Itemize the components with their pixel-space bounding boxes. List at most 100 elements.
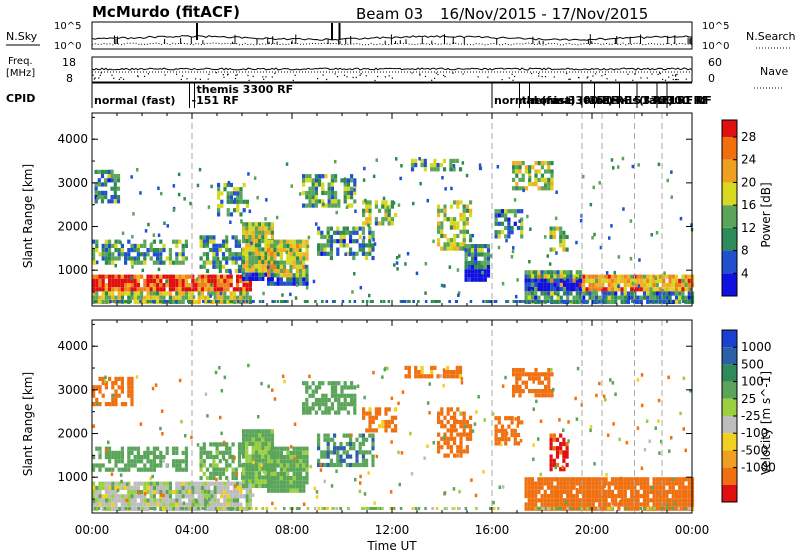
power-echo-cell bbox=[254, 234, 258, 239]
power-echo-cell bbox=[658, 278, 663, 283]
vel-echo-cell bbox=[437, 432, 441, 437]
power-echo-cell bbox=[572, 299, 576, 304]
power-echo-cell bbox=[342, 226, 346, 231]
power-scatter-cell bbox=[450, 186, 453, 191]
power-echo-cell bbox=[127, 274, 131, 279]
vel-scatter-cell bbox=[135, 375, 139, 379]
vel-echo-cell bbox=[242, 454, 246, 459]
vel-scatter-cell bbox=[208, 497, 211, 501]
power-echo-cell bbox=[349, 239, 353, 244]
power-echo-cell bbox=[156, 299, 160, 304]
power-nearrange-cell bbox=[152, 300, 155, 303]
power-echo-cell bbox=[527, 274, 531, 279]
vel-echo-cell bbox=[500, 428, 505, 433]
power-echo-cell bbox=[229, 199, 233, 204]
power-echo-cell bbox=[264, 234, 268, 239]
power-echo-cell bbox=[531, 182, 535, 187]
power-echo-cell bbox=[639, 287, 643, 292]
power-echo-cell bbox=[340, 178, 344, 183]
vel-echo-cell bbox=[544, 393, 548, 398]
velocity-colorbar-band bbox=[722, 416, 737, 434]
vel-echo-cell bbox=[353, 410, 357, 415]
power-echo-cell bbox=[674, 274, 679, 279]
nave-dot bbox=[186, 78, 188, 80]
vel-echo-cell bbox=[518, 368, 522, 373]
power-echo-cell bbox=[464, 269, 468, 274]
power-nearrange-cell bbox=[333, 300, 336, 303]
vel-echo-cell bbox=[559, 494, 563, 499]
vel-echo-cell bbox=[111, 502, 115, 507]
vel-echo-cell bbox=[604, 481, 608, 486]
power-echo-cell bbox=[156, 287, 160, 292]
power-echo-cell bbox=[543, 287, 547, 292]
vel-echo-cell bbox=[199, 450, 203, 455]
vel-echo-cell bbox=[565, 454, 569, 459]
power-echo-cell bbox=[512, 161, 516, 166]
vel-echo-cell bbox=[547, 376, 551, 381]
power-echo-cell bbox=[197, 274, 201, 279]
vel-echo-cell bbox=[346, 393, 350, 398]
vel-echo-cell bbox=[289, 450, 293, 455]
vel-echo-cell bbox=[264, 462, 268, 467]
power-echo-cell bbox=[116, 186, 121, 191]
power-echo-cell bbox=[168, 291, 172, 296]
power-scatter-cell bbox=[395, 157, 398, 161]
vel-echo-cell bbox=[258, 483, 262, 488]
power-echo-cell bbox=[159, 291, 163, 296]
vel-echo-cell bbox=[292, 476, 296, 481]
vel-scatter-cell bbox=[302, 502, 306, 506]
power-echo-cell bbox=[236, 203, 240, 209]
vel-echo-cell bbox=[642, 481, 647, 486]
vel-echo-cell bbox=[326, 437, 330, 442]
vel-echo-cell bbox=[248, 490, 252, 495]
power-echo-cell bbox=[276, 277, 280, 282]
vel-echo-cell bbox=[159, 481, 163, 486]
power-echo-cell bbox=[311, 203, 315, 208]
power-echo-cell bbox=[289, 273, 293, 278]
vel-echo-cell bbox=[494, 437, 498, 442]
power-scatter-cell bbox=[546, 254, 549, 258]
power-echo-cell bbox=[111, 283, 115, 288]
vel-echo-cell bbox=[130, 381, 134, 386]
vel-echo-cell bbox=[276, 450, 280, 455]
power-echo-cell bbox=[130, 260, 134, 265]
vel-echo-cell bbox=[248, 433, 252, 438]
vel-echo-cell bbox=[620, 485, 624, 490]
vel-echo-cell bbox=[575, 477, 579, 482]
vel-echo-cell bbox=[339, 462, 343, 468]
vel-echo-cell bbox=[130, 502, 134, 507]
power-scatter-cell bbox=[631, 164, 635, 169]
power-echo-cell bbox=[168, 252, 172, 257]
power-echo-cell bbox=[550, 291, 554, 296]
nave-dot bbox=[199, 78, 201, 80]
vel-scatter-cell bbox=[260, 381, 263, 386]
power-echo-cell bbox=[456, 221, 460, 226]
power-echo-cell bbox=[159, 287, 163, 292]
power-echo-cell bbox=[566, 295, 570, 300]
power-echo-cell bbox=[524, 295, 528, 300]
power-echo-cell bbox=[623, 278, 627, 283]
velocity-colorbar-band bbox=[722, 364, 737, 382]
vel-echo-cell bbox=[270, 467, 274, 472]
vel-scatter-cell bbox=[281, 374, 285, 379]
vel-echo-cell bbox=[104, 467, 108, 472]
velocity-colorbar-band bbox=[722, 330, 737, 348]
vel-echo-cell bbox=[630, 481, 634, 486]
vel-echo-cell bbox=[213, 490, 217, 495]
power-echo-cell bbox=[321, 182, 325, 187]
power-echo-cell bbox=[642, 283, 647, 288]
vel-nearrange-cell bbox=[324, 507, 327, 510]
power-echo-cell bbox=[527, 287, 531, 292]
power-scatter-cell bbox=[372, 174, 376, 179]
power-echo-cell bbox=[687, 274, 691, 279]
vel-echo-cell bbox=[626, 506, 631, 511]
power-echo-cell bbox=[242, 264, 246, 269]
power-echo-cell bbox=[588, 291, 592, 296]
power-echo-cell bbox=[343, 195, 347, 200]
power-echo-cell bbox=[346, 195, 350, 200]
vel-echo-cell bbox=[513, 437, 517, 442]
power-echo-cell bbox=[273, 239, 277, 244]
vel-echo-cell bbox=[98, 498, 102, 503]
power-echo-cell bbox=[652, 283, 656, 288]
vel-echo-cell bbox=[565, 441, 569, 447]
